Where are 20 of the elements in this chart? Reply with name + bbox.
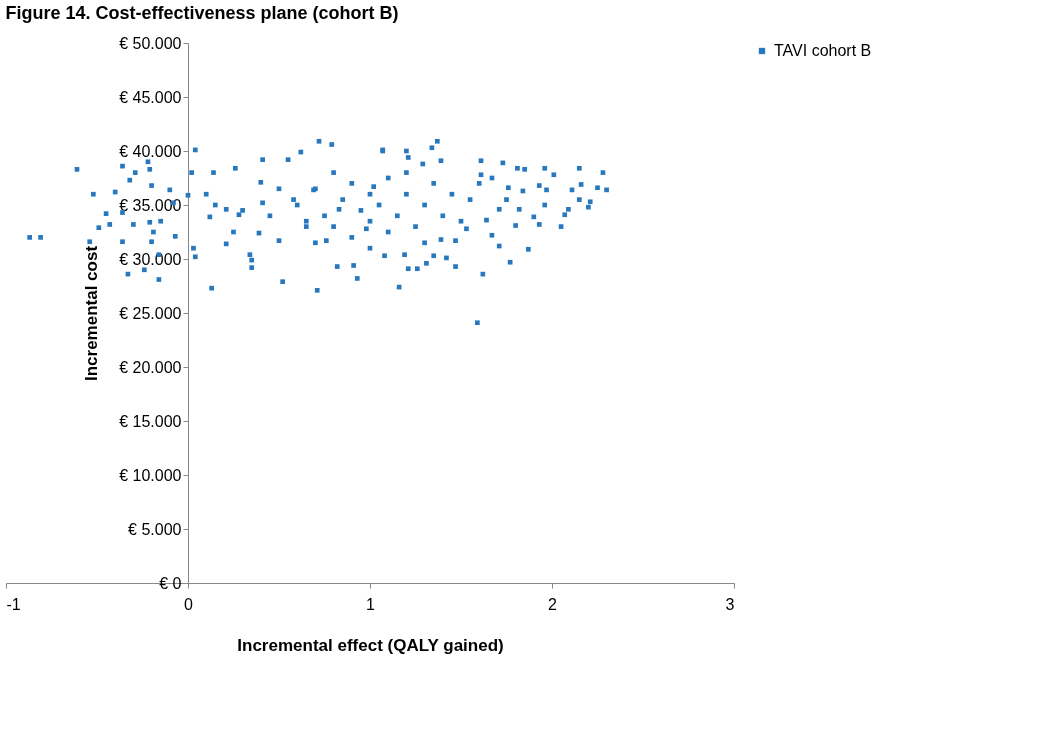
y-tick-label: € 5.000: [128, 520, 182, 538]
y-tick-label: € 10.000: [119, 466, 182, 484]
y-tick-label: € 0: [159, 574, 182, 592]
y-tick-label: € 50.000: [119, 34, 182, 52]
y-tick-label: € 40.000: [119, 142, 182, 160]
x-tick-label: 2: [548, 595, 558, 613]
y-tick-label: € 35.000: [119, 196, 182, 214]
x-tick-label: 1: [366, 595, 376, 613]
y-tick-label: € 45.000: [119, 88, 182, 106]
x-tick-label: 0: [184, 595, 194, 613]
chart-title: Figure 14. Cost-effectiveness plane (cohort B): [5, 3, 399, 23]
legend-label: TAVI cohort B: [774, 42, 872, 59]
y-tick-label: € 20.000: [119, 358, 182, 376]
x-tick-label: 3: [725, 595, 735, 613]
y-tick-label: € 15.000: [119, 412, 182, 430]
y-axis-title: Incremental cost: [82, 245, 102, 382]
y-tick-label: € 30.000: [119, 250, 182, 268]
x-axis-title: Incremental effect (QALY gained): [237, 635, 504, 655]
x-tick-label: -1: [6, 595, 21, 613]
y-tick-label: € 25.000: [119, 304, 182, 322]
